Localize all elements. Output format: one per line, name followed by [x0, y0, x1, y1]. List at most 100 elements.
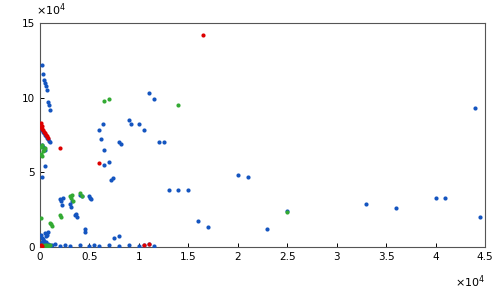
- Point: [100, 148, 108, 152]
- Point: [56, 146, 64, 151]
- Point: [45, 103, 53, 107]
- Point: [117, 141, 125, 146]
- Point: [110, 236, 118, 240]
- Point: [78, 194, 86, 198]
- Point: [154, 140, 162, 145]
- Point: [78, 194, 86, 198]
- Point: [105, 243, 113, 248]
- Point: [66, 195, 74, 200]
- Point: [244, 174, 252, 179]
- Point: [37, 216, 45, 221]
- Point: [471, 106, 479, 110]
- Point: [46, 243, 54, 248]
- Point: [43, 232, 51, 237]
- Point: [58, 203, 66, 207]
- Point: [115, 244, 123, 248]
- Point: [432, 195, 440, 200]
- Point: [41, 231, 49, 236]
- Point: [135, 122, 143, 127]
- Point: [174, 188, 182, 192]
- Point: [41, 243, 49, 248]
- Point: [46, 221, 54, 225]
- Point: [38, 128, 46, 133]
- Point: [86, 244, 94, 248]
- Point: [127, 122, 135, 127]
- Point: [39, 130, 47, 134]
- Point: [68, 192, 76, 197]
- Point: [44, 230, 52, 234]
- Point: [100, 122, 108, 127]
- Point: [46, 243, 54, 248]
- Point: [145, 242, 153, 246]
- Point: [66, 204, 74, 209]
- Point: [90, 243, 98, 248]
- Point: [72, 212, 80, 216]
- Point: [46, 140, 54, 145]
- Point: [40, 146, 48, 151]
- Point: [42, 240, 50, 245]
- Point: [76, 191, 84, 195]
- Point: [392, 206, 400, 210]
- Point: [39, 71, 47, 76]
- Point: [40, 77, 48, 82]
- Point: [56, 244, 64, 248]
- Point: [38, 143, 46, 148]
- Point: [48, 243, 56, 248]
- Point: [125, 243, 133, 248]
- Point: [150, 97, 158, 101]
- Point: [38, 244, 46, 248]
- Point: [96, 128, 104, 133]
- Point: [86, 195, 94, 200]
- Point: [96, 161, 104, 166]
- Point: [174, 103, 182, 107]
- Point: [42, 244, 50, 248]
- Point: [44, 244, 52, 248]
- Point: [41, 146, 49, 151]
- Point: [80, 230, 88, 234]
- Point: [264, 227, 272, 231]
- Point: [39, 128, 47, 133]
- Point: [37, 145, 45, 149]
- Point: [283, 210, 291, 215]
- Point: [442, 195, 450, 200]
- Point: [40, 148, 48, 152]
- Point: [43, 88, 51, 92]
- Point: [57, 215, 65, 219]
- Point: [105, 160, 113, 164]
- Point: [66, 201, 74, 206]
- Point: [70, 213, 78, 218]
- Point: [43, 135, 51, 140]
- Point: [37, 125, 45, 130]
- Point: [100, 162, 108, 167]
- Point: [37, 244, 45, 248]
- Point: [234, 173, 242, 177]
- Point: [40, 243, 48, 248]
- Point: [37, 121, 45, 125]
- Point: [125, 118, 133, 122]
- Point: [38, 243, 46, 248]
- Point: [42, 133, 50, 137]
- Point: [115, 234, 123, 239]
- Point: [37, 242, 45, 246]
- Point: [46, 107, 54, 112]
- Point: [43, 243, 51, 248]
- Text: $\times 10^4$: $\times 10^4$: [455, 274, 485, 287]
- Point: [184, 188, 192, 192]
- Point: [204, 225, 212, 230]
- Point: [43, 243, 51, 248]
- Point: [82, 227, 90, 231]
- Point: [41, 133, 49, 137]
- Point: [164, 188, 172, 192]
- Point: [57, 198, 65, 203]
- Point: [140, 243, 148, 248]
- Point: [76, 192, 84, 197]
- Point: [41, 131, 49, 136]
- Point: [38, 154, 46, 158]
- Point: [38, 240, 46, 245]
- Point: [42, 234, 50, 239]
- Point: [44, 242, 52, 246]
- Point: [38, 143, 46, 148]
- Point: [37, 232, 45, 237]
- Point: [38, 127, 46, 131]
- Point: [476, 215, 484, 219]
